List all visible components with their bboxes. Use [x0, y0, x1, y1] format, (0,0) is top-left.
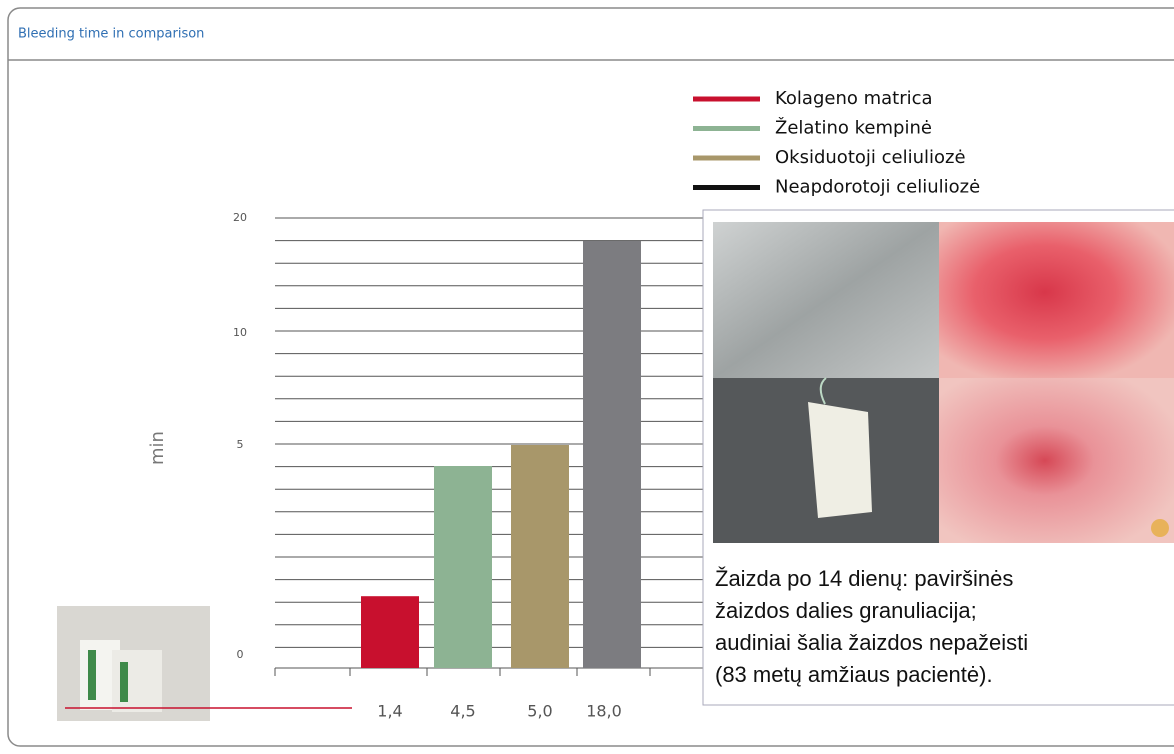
y-tick-label: 5 [237, 438, 244, 451]
caption-line: Žaizda po 14 dienų: paviršinės [715, 566, 1013, 591]
value-label: 5,0 [527, 702, 552, 721]
header-title: Bleeding time in comparison [18, 27, 204, 42]
legend-swatch [693, 97, 760, 102]
caption-line: (83 metų amžiaus pacientė). [715, 662, 993, 687]
y-tick-label: 10 [233, 326, 247, 339]
caption-line: audiniai šalia žaizdos nepažeisti [715, 630, 1028, 655]
thumbnail [57, 606, 210, 721]
value-label: 4,5 [450, 702, 475, 721]
bar [511, 445, 569, 668]
value-label: 18,0 [586, 702, 622, 721]
bar [434, 466, 492, 668]
legend-label: Neapdorotoji celiuliozė [775, 177, 980, 198]
bar [583, 241, 641, 668]
page: Bleeding time in comparison min 0 5 10 20 1,… [0, 0, 1174, 754]
legend-label: Želatino kempinė [775, 117, 932, 139]
y-tick-label: 0 [237, 648, 244, 661]
bar [361, 596, 419, 668]
legend-swatch [693, 185, 760, 190]
legend-label: Kolageno matrica [775, 88, 933, 109]
legend-label: Oksiduotoji celiuliozė [775, 147, 966, 168]
value-label: 1,4 [377, 702, 402, 721]
legend-swatch [693, 126, 760, 131]
legend-swatch [693, 156, 760, 161]
y-tick-label: 20 [233, 211, 247, 224]
caption-line: žaizdos dalies granuliacija; [715, 598, 977, 623]
y-axis-label: min [147, 431, 168, 465]
